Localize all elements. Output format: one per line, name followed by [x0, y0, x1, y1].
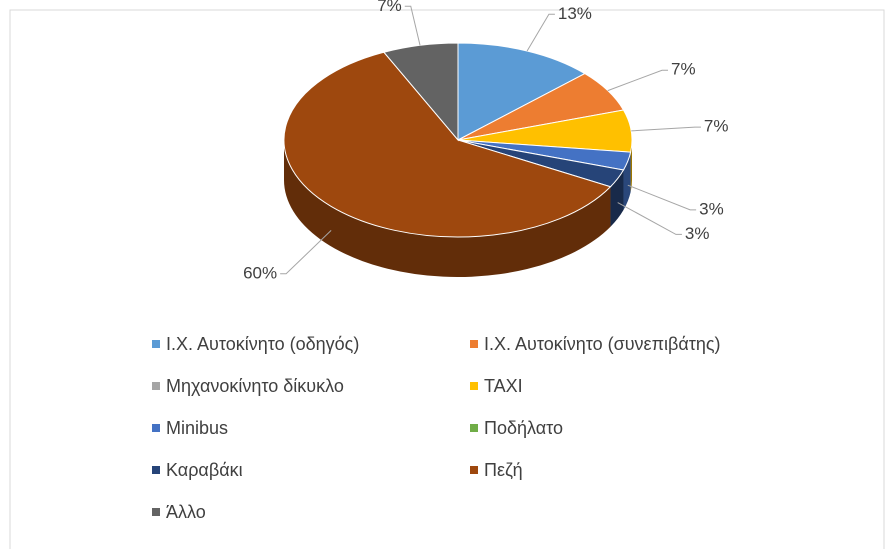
leader-line	[627, 184, 697, 211]
data-label: 3%	[699, 199, 724, 218]
legend-swatch	[152, 508, 160, 516]
legend-swatch	[470, 466, 478, 474]
legend-label: Ποδήλατο	[484, 418, 563, 438]
data-label: 7%	[377, 0, 402, 15]
pie-side	[610, 169, 624, 227]
legend-swatch	[152, 466, 160, 474]
legend-swatch	[152, 340, 160, 348]
data-label: 13%	[558, 4, 592, 23]
pie-side	[630, 140, 632, 193]
pie-slice	[457, 42, 586, 141]
legend-swatch	[470, 340, 478, 348]
leader-line	[631, 126, 701, 132]
pie-side	[284, 140, 611, 277]
pie-slice	[383, 42, 459, 142]
legend-swatch	[470, 424, 478, 432]
pie-slice	[283, 51, 612, 238]
legend-label: Άλλο	[166, 502, 206, 522]
legend-swatch	[152, 382, 160, 390]
leader-line	[617, 202, 682, 235]
data-label: 7%	[671, 60, 696, 79]
legend-swatch	[152, 424, 160, 432]
leader-line	[526, 13, 555, 52]
leader-line	[404, 5, 421, 46]
pie-side	[623, 152, 631, 210]
legend-label: Πεζή	[484, 460, 523, 480]
data-label: 3%	[685, 224, 710, 243]
legend-label: Καραβάκι	[166, 460, 243, 480]
legend-swatch	[470, 382, 478, 390]
legend-label: Μηχανοκίνητο δίκυκλο	[166, 376, 344, 396]
legend-label: Ι.Χ. Αυτοκίνητο (οδηγός)	[166, 334, 359, 354]
leader-line	[280, 230, 332, 275]
data-label: 7%	[704, 117, 729, 136]
legend-label: Minibus	[166, 418, 228, 438]
legend-label: Ι.Χ. Αυτοκίνητο (συνεπιβάτης)	[484, 334, 721, 354]
data-label: 60%	[243, 263, 277, 282]
legend-label: TAXI	[484, 376, 523, 396]
leader-line	[607, 69, 669, 92]
